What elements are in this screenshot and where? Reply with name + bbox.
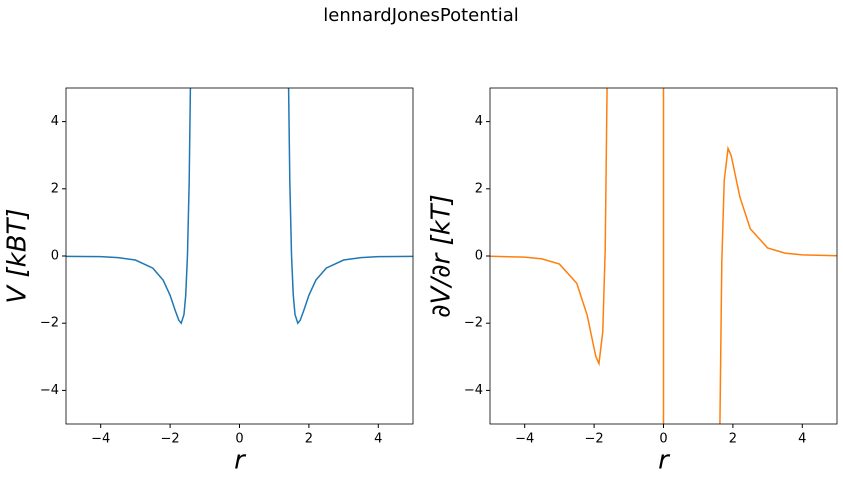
y-tick-label: 2 <box>475 181 483 196</box>
y-axis-label: V [kBT] <box>3 208 33 303</box>
y-axis-label: ∂V/∂r [kT] <box>427 194 457 318</box>
x-tick-label: −2 <box>161 432 180 447</box>
y-tick-label: 2 <box>51 181 59 196</box>
x-tick-label: −4 <box>515 432 534 447</box>
x-tick-label: 4 <box>798 432 806 447</box>
y-tick-label: 4 <box>51 114 59 129</box>
y-tick-label: 4 <box>475 114 483 129</box>
x-axis-label: r <box>658 446 671 476</box>
x-tick-label: 2 <box>729 432 737 447</box>
y-tick-label: −2 <box>40 316 59 331</box>
plot-frame <box>65 87 414 425</box>
x-axis-label: r <box>234 446 247 476</box>
y-tick-label: −4 <box>40 383 59 398</box>
y-tick-label: 0 <box>51 249 59 264</box>
y-tick-label: −4 <box>464 383 483 398</box>
x-tick-label: 2 <box>305 432 313 447</box>
y-tick-label: −2 <box>464 316 483 331</box>
figure-title: lennardJonesPotential <box>323 5 518 26</box>
series-line <box>490 0 837 480</box>
x-tick-label: 0 <box>659 432 667 447</box>
plot-frame <box>489 87 838 425</box>
x-tick-label: 0 <box>235 432 243 447</box>
x-tick-label: −4 <box>91 432 110 447</box>
series-line <box>66 88 413 325</box>
x-tick-label: −2 <box>585 432 604 447</box>
x-tick-label: 4 <box>374 432 382 447</box>
y-tick-label: 0 <box>475 249 483 264</box>
